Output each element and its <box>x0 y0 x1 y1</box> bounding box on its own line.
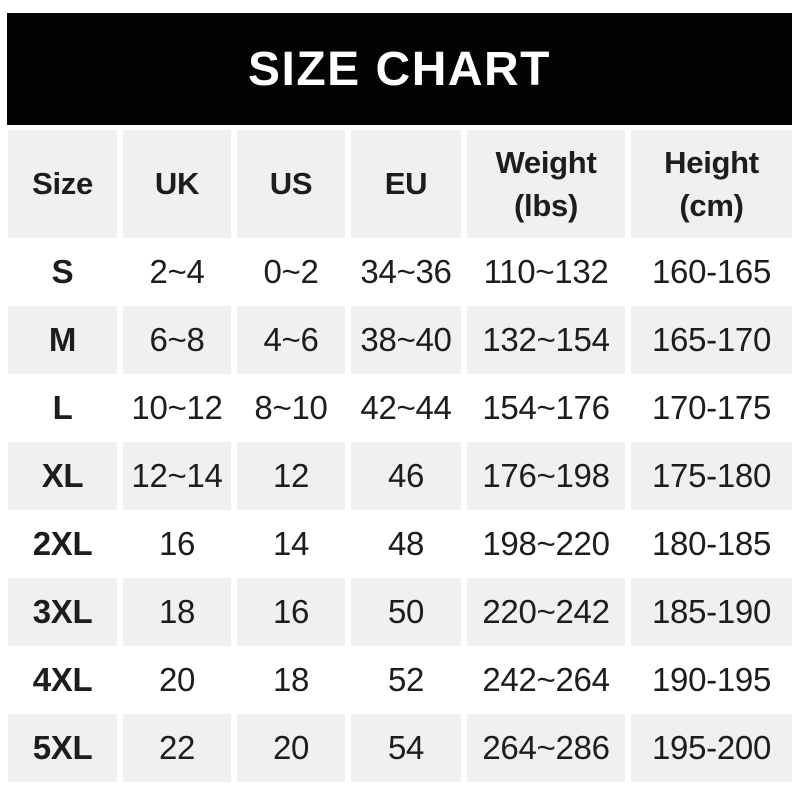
cell-xl-eu: 46 <box>351 442 461 510</box>
cell-2xl-weight-lbs: 198~220 <box>467 510 625 578</box>
table-header-row: Size UK US EU Weight (lbs) Height (cm) <box>8 130 792 238</box>
cell-4xl-weight-lbs: 242~264 <box>467 646 625 714</box>
size-label-3xl: 3XL <box>8 578 117 646</box>
cell-s-height-cm: 160-165 <box>631 238 792 306</box>
cell-l-us: 8~10 <box>237 374 345 442</box>
column-header-us: US <box>237 130 345 238</box>
table-row-m: M 6~8 4~6 38~40 132~154 165-170 <box>8 306 792 374</box>
cell-4xl-uk: 20 <box>123 646 231 714</box>
cell-s-eu: 34~36 <box>351 238 461 306</box>
cell-2xl-eu: 48 <box>351 510 461 578</box>
cell-s-us: 0~2 <box>237 238 345 306</box>
size-label-l: L <box>8 374 117 442</box>
cell-2xl-us: 14 <box>237 510 345 578</box>
column-header-size: Size <box>8 130 117 238</box>
cell-3xl-us: 16 <box>237 578 345 646</box>
column-header-height-cm: Height (cm) <box>631 130 792 238</box>
cell-m-uk: 6~8 <box>123 306 231 374</box>
cell-5xl-us: 20 <box>237 714 345 782</box>
column-header-uk: UK <box>123 130 231 238</box>
cell-m-height-cm: 165-170 <box>631 306 792 374</box>
size-label-5xl: 5XL <box>8 714 117 782</box>
size-label-m: M <box>8 306 117 374</box>
cell-2xl-height-cm: 180-185 <box>631 510 792 578</box>
table-row-5xl: 5XL 22 20 54 264~286 195-200 <box>8 714 792 782</box>
cell-xl-height-cm: 175-180 <box>631 442 792 510</box>
size-label-s: S <box>8 238 117 306</box>
cell-l-uk: 10~12 <box>123 374 231 442</box>
cell-5xl-eu: 54 <box>351 714 461 782</box>
cell-4xl-us: 18 <box>237 646 345 714</box>
cell-l-height-cm: 170-175 <box>631 374 792 442</box>
column-header-weight-lbs: Weight (lbs) <box>467 130 625 238</box>
cell-2xl-uk: 16 <box>123 510 231 578</box>
table-row-xl: XL 12~14 12 46 176~198 175-180 <box>8 442 792 510</box>
cell-3xl-height-cm: 185-190 <box>631 578 792 646</box>
cell-5xl-height-cm: 195-200 <box>631 714 792 782</box>
size-chart-banner: SIZE CHART <box>7 13 792 125</box>
table-row-4xl: 4XL 20 18 52 242~264 190-195 <box>8 646 792 714</box>
cell-3xl-eu: 50 <box>351 578 461 646</box>
cell-l-eu: 42~44 <box>351 374 461 442</box>
size-label-xl: XL <box>8 442 117 510</box>
table-row-2xl: 2XL 16 14 48 198~220 180-185 <box>8 510 792 578</box>
cell-m-eu: 38~40 <box>351 306 461 374</box>
size-label-4xl: 4XL <box>8 646 117 714</box>
table-row-l: L 10~12 8~10 42~44 154~176 170-175 <box>8 374 792 442</box>
table-row-s: S 2~4 0~2 34~36 110~132 160-165 <box>8 238 792 306</box>
cell-4xl-eu: 52 <box>351 646 461 714</box>
cell-4xl-height-cm: 190-195 <box>631 646 792 714</box>
cell-s-uk: 2~4 <box>123 238 231 306</box>
table-row-3xl: 3XL 18 16 50 220~242 185-190 <box>8 578 792 646</box>
page-title: SIZE CHART <box>248 42 551 96</box>
table-body: S 2~4 0~2 34~36 110~132 160-165 M 6~8 4~6 38~40 13… <box>8 238 792 782</box>
cell-3xl-weight-lbs: 220~242 <box>467 578 625 646</box>
column-header-eu: EU <box>351 130 461 238</box>
cell-m-weight-lbs: 132~154 <box>467 306 625 374</box>
size-label-2xl: 2XL <box>8 510 117 578</box>
cell-xl-uk: 12~14 <box>123 442 231 510</box>
cell-5xl-uk: 22 <box>123 714 231 782</box>
cell-l-weight-lbs: 154~176 <box>467 374 625 442</box>
cell-5xl-weight-lbs: 264~286 <box>467 714 625 782</box>
cell-xl-us: 12 <box>237 442 345 510</box>
cell-xl-weight-lbs: 176~198 <box>467 442 625 510</box>
cell-3xl-uk: 18 <box>123 578 231 646</box>
size-chart-table: Size UK US EU Weight (lbs) Height (cm) S 2~4 0~… <box>8 130 792 782</box>
cell-s-weight-lbs: 110~132 <box>467 238 625 306</box>
cell-m-us: 4~6 <box>237 306 345 374</box>
